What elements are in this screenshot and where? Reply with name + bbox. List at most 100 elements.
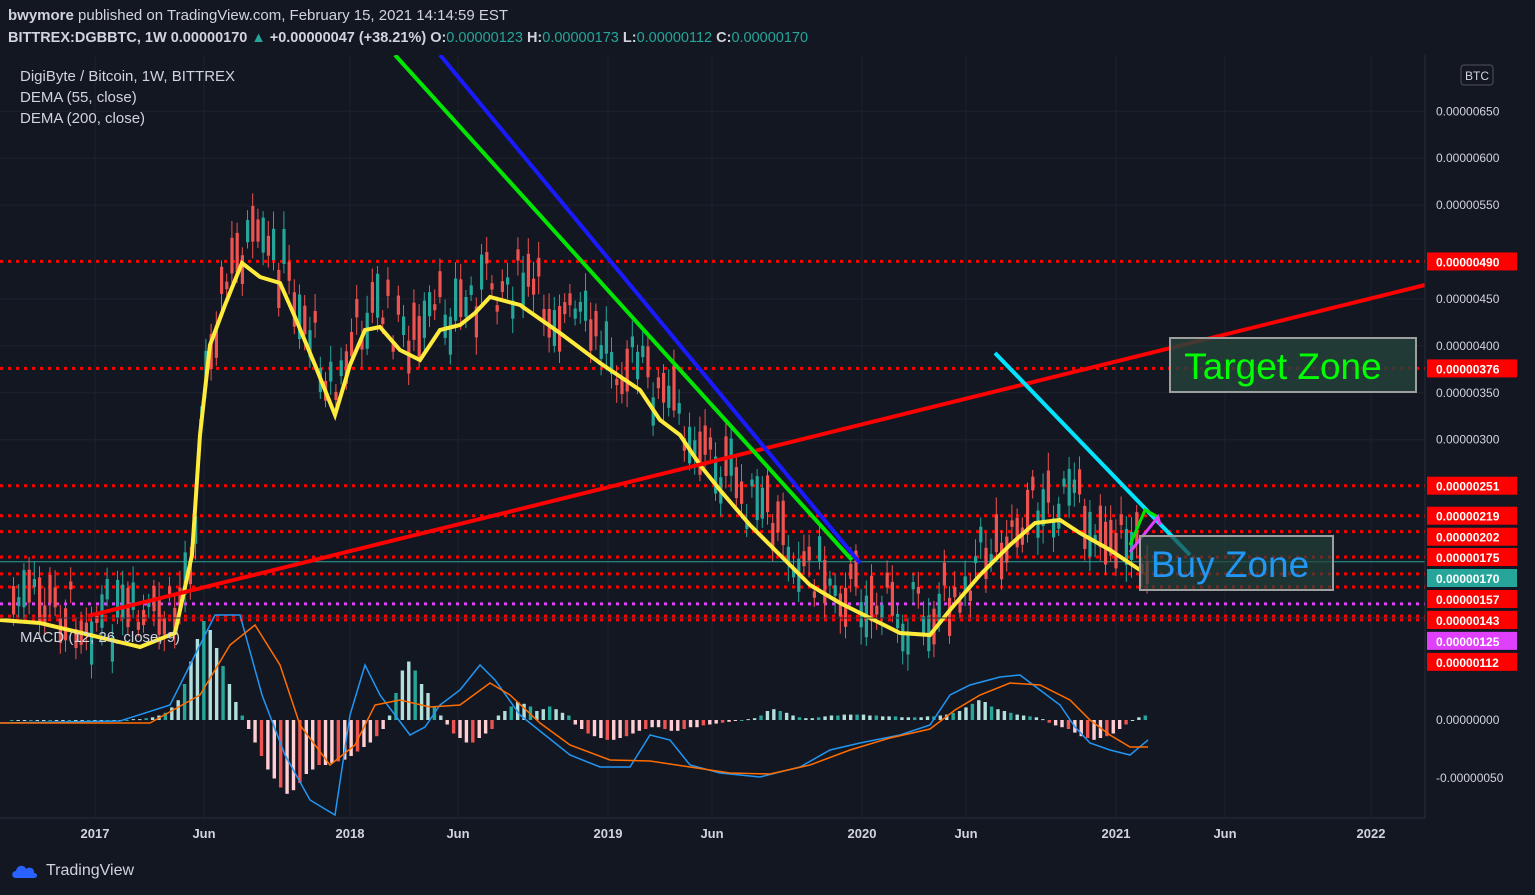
level-label: 0.00000202 <box>1436 531 1500 545</box>
candle-body <box>173 607 177 632</box>
macd-bar <box>381 720 385 729</box>
candle-body <box>693 440 697 458</box>
candle-body <box>646 346 650 378</box>
macd-bar <box>1034 717 1039 720</box>
macd-bar <box>797 717 802 720</box>
x-tick-label: Jun <box>954 826 977 841</box>
candle-body <box>994 514 998 553</box>
price-axis[interactable] <box>1424 55 1535 818</box>
macd-bar <box>67 720 72 721</box>
candle-body <box>1114 532 1118 569</box>
macd-bar <box>925 716 930 720</box>
macd-bar <box>343 720 347 760</box>
macd-bar <box>906 717 911 720</box>
open-label: O: <box>430 30 447 46</box>
candle-body <box>911 582 915 590</box>
candle-body <box>656 377 660 389</box>
candle-body <box>469 285 473 295</box>
macd-bar <box>29 720 33 721</box>
macd-bar <box>720 720 725 723</box>
x-tick-label: 2020 <box>848 826 877 841</box>
publish-info: published on TradingView.com, February 1… <box>78 7 509 24</box>
macd-bar <box>477 720 481 738</box>
macd-bar <box>791 715 795 720</box>
candle-body <box>833 585 837 596</box>
candle-body <box>880 604 884 619</box>
macd-bar <box>195 639 200 720</box>
footer: TradingView <box>0 850 1535 895</box>
macd-bar <box>1047 720 1051 723</box>
author-name[interactable]: bwymore <box>8 7 74 24</box>
macd-bar <box>490 720 494 729</box>
macd-bar <box>54 720 59 721</box>
macd-bar <box>522 703 526 720</box>
level-label-bg <box>1427 548 1517 567</box>
candle-body <box>963 576 967 594</box>
candle-body <box>1072 479 1076 493</box>
candle-body <box>942 562 946 586</box>
candle-body <box>334 391 338 400</box>
candle-body <box>537 257 541 277</box>
macd-bar <box>996 709 1000 720</box>
macd-bar <box>176 700 180 720</box>
candle-body <box>625 348 629 392</box>
x-tick-label: Jun <box>1213 826 1236 841</box>
price-chart[interactable]: 0.00000650 0.00000600 0.00000550 0.00000450… <box>0 55 1535 850</box>
candle-body <box>589 319 593 351</box>
macd-bar <box>163 712 168 720</box>
x-tick-label: 2018 <box>336 826 365 841</box>
candle-body <box>594 311 598 337</box>
candle-body <box>350 332 354 357</box>
y-tick-label: 0.00000300 <box>1436 433 1500 447</box>
candle-body <box>454 278 458 321</box>
macd-bar <box>554 709 558 720</box>
macd-bar <box>74 720 78 721</box>
candle-body <box>677 403 681 414</box>
signal-line <box>0 623 1148 775</box>
candle-body <box>27 569 31 603</box>
candle-body <box>105 578 109 600</box>
macd-bar <box>676 720 680 731</box>
candle-body <box>604 321 608 354</box>
chart-legend[interactable]: DigiByte / Bitcoin, 1W, BITTREX DEMA (55… <box>20 66 235 129</box>
candle-body <box>573 308 577 319</box>
macd-bar <box>900 717 904 720</box>
candle-body <box>428 292 432 317</box>
macd-bar <box>400 670 405 720</box>
candle-body <box>178 587 182 611</box>
currency-badge: BTC <box>1460 64 1494 86</box>
candle-body <box>1015 517 1019 548</box>
buy-zone-label: Buy Zone <box>1151 544 1309 585</box>
macd-bar <box>10 720 14 721</box>
macd-bar <box>957 711 962 720</box>
tradingview-logo[interactable]: TradingView <box>10 862 134 880</box>
macd-bar <box>298 720 302 783</box>
candle-body <box>630 336 634 348</box>
blue-trendline <box>438 55 862 565</box>
candle-body <box>303 305 307 335</box>
macd-bar <box>394 693 398 720</box>
candle-body <box>1083 505 1087 549</box>
candle-body <box>121 584 125 619</box>
candle-body <box>875 605 879 615</box>
candle-body <box>116 579 120 618</box>
candle-body <box>958 600 962 613</box>
ohlc-line: BITTREX:DGBBTC, 1W 0.00000170 ▲ +0.00000… <box>8 30 808 46</box>
macd-bar <box>893 716 898 720</box>
target-zone-box[interactable]: Target Zone <box>1169 337 1417 393</box>
macd-bar <box>970 703 975 720</box>
macd-bar <box>1085 720 1090 738</box>
candle-body <box>890 581 894 616</box>
candle-body <box>339 360 343 377</box>
candle-body <box>412 302 416 340</box>
macd-bar <box>170 707 174 720</box>
candle-body <box>974 556 978 564</box>
buy-zone-box[interactable]: Buy Zone <box>1139 535 1334 591</box>
close-label: C: <box>716 30 732 46</box>
candle-body <box>162 617 166 635</box>
macd-bar <box>227 684 232 720</box>
macd-bar <box>323 720 328 765</box>
candle-body <box>495 305 499 312</box>
macd-bar <box>93 720 97 721</box>
candle-body <box>266 235 270 256</box>
